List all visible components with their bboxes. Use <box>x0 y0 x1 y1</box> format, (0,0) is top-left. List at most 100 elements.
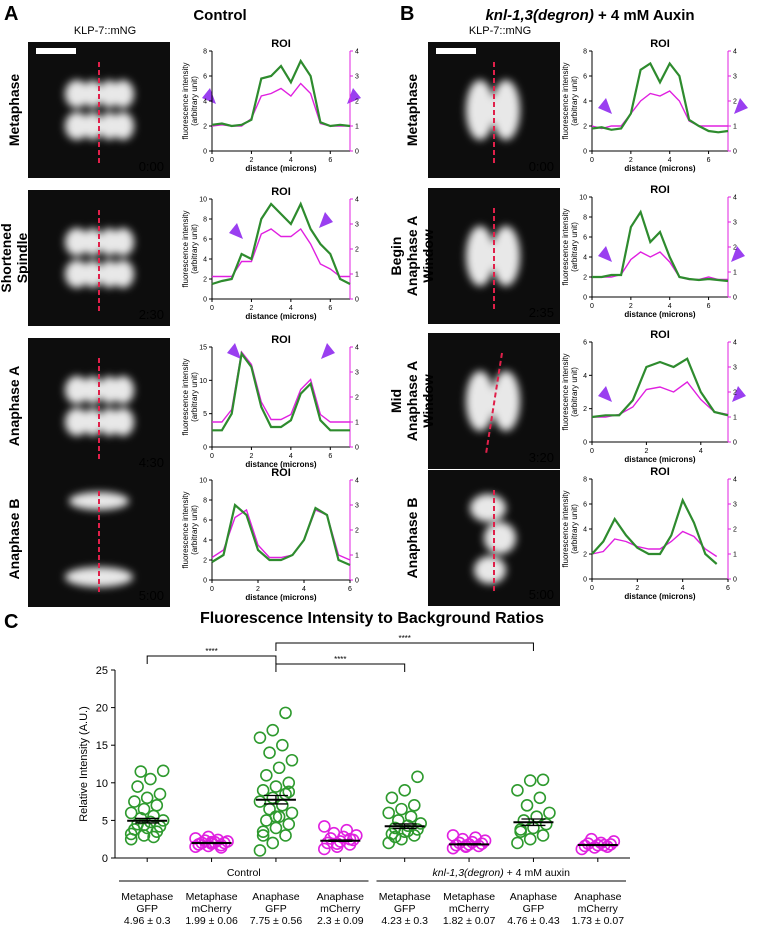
y-axis-label: fluorescence intensity(arbitrary unit) <box>181 211 199 288</box>
y-axis-label: fluorescence intensity(arbitrary unit) <box>561 491 579 568</box>
group-label: Control <box>227 867 261 879</box>
signal <box>65 492 133 587</box>
y-axis-label-line: (arbitrary unit) <box>190 224 199 274</box>
significance-bracket <box>275 642 534 651</box>
row-label-line: Begin <box>388 237 404 276</box>
row-label-line: Anaphase A <box>6 366 22 446</box>
category-label: GFP <box>136 903 158 915</box>
data-point <box>153 787 167 801</box>
signal <box>466 80 520 140</box>
row-label-line: Window <box>420 374 436 428</box>
data-point <box>272 761 286 775</box>
data-point <box>266 723 280 737</box>
y-tick-label: 6 <box>203 237 207 244</box>
blob <box>112 260 134 288</box>
x-tick-label: 6 <box>328 157 332 164</box>
data-point <box>395 802 408 816</box>
x-axis-label: distance (microns) <box>624 310 695 319</box>
plot-title: ROI <box>271 467 291 479</box>
x-tick-label: 0 <box>210 453 214 460</box>
x-axis-label: distance (microns) <box>624 164 695 173</box>
y2-tick-label: 3 <box>733 502 737 509</box>
row-label-line: Anaphase A <box>404 216 420 296</box>
row-label-line: Anaphase B <box>6 499 22 580</box>
data-point <box>536 773 550 787</box>
y-tick-label: 0 <box>203 297 207 304</box>
x-axis-label: distance (microns) <box>624 455 695 464</box>
error-bar <box>263 794 288 805</box>
y-axis-label-line: fluorescence intensity <box>181 211 190 288</box>
signal <box>65 228 134 288</box>
data-point <box>539 817 553 831</box>
y-axis-label-line: fluorescence intensity <box>181 359 190 436</box>
y2-tick-label: 3 <box>733 365 737 372</box>
y-tick-label: 0 <box>583 440 587 447</box>
data-point <box>269 810 283 823</box>
value-label: 1.82 ± 0.07 <box>443 915 496 927</box>
y-tick-label: 10 <box>199 478 207 485</box>
y2-tick-label: 2 <box>733 245 737 252</box>
y2-tick-label: 4 <box>355 197 359 204</box>
x-axis-label: distance (microns) <box>245 164 316 173</box>
profile-line <box>591 357 729 419</box>
y2-tick-label: 0 <box>355 578 359 585</box>
row-label: Anaphase B <box>6 499 22 580</box>
plot-title: ROI <box>650 184 670 196</box>
blob <box>65 408 89 436</box>
category-label: mCherry <box>191 903 232 915</box>
x-tick-label: 4 <box>668 303 672 310</box>
y2-tick-label: 0 <box>355 149 359 156</box>
arrowhead <box>734 98 748 114</box>
data-point <box>256 784 270 797</box>
y2-tick-label: 3 <box>733 220 737 227</box>
data-point <box>285 806 299 820</box>
panel-label: A <box>4 3 18 25</box>
y2-tick-label: 4 <box>733 195 737 202</box>
x-tick-label: 6 <box>328 305 332 312</box>
significance-bracket <box>146 655 277 664</box>
row-label: Metaphase <box>404 74 420 147</box>
title-rest: + 4 mM Auxin <box>594 7 695 24</box>
y2-tick-label: 0 <box>733 149 737 156</box>
panel-label: C <box>4 611 18 633</box>
data-point <box>536 829 550 842</box>
blob <box>466 371 494 431</box>
data-point <box>256 825 270 838</box>
x-tick-label: 4 <box>668 157 672 164</box>
y2-tick-label: 1 <box>355 553 359 560</box>
error-bar <box>457 843 482 846</box>
y2-tick-label: 2 <box>733 99 737 106</box>
y-axis-label-line: (arbitrary unit) <box>190 372 199 422</box>
roi-line <box>485 352 503 455</box>
x-tick-label: 4 <box>289 453 293 460</box>
timestamp: 5:00 <box>139 588 164 603</box>
x-tick-label: 2 <box>635 585 639 592</box>
image-label: KLP-7::mNG <box>469 25 531 37</box>
timestamp: 2:35 <box>529 305 554 320</box>
y-tick-label: 6 <box>203 518 207 525</box>
panel-label: B <box>400 3 414 25</box>
data-point <box>128 795 141 808</box>
data-point <box>318 820 331 833</box>
blob <box>65 567 133 587</box>
profile-line <box>591 90 728 130</box>
data-point <box>260 768 273 782</box>
blob <box>65 376 89 404</box>
row-label: Metaphase <box>6 74 22 147</box>
error-bar <box>392 823 417 830</box>
y-axis-label-line: fluorescence intensity <box>181 63 190 140</box>
data-point <box>263 802 276 816</box>
x-tick-label: 2 <box>629 303 633 310</box>
value-label: 7.75 ± 0.56 <box>250 915 303 927</box>
arrowhead <box>731 246 745 262</box>
blob <box>65 112 89 140</box>
timestamp: 5:00 <box>529 587 554 602</box>
y-tick-label: 25 <box>96 665 108 677</box>
x-tick-label: 2 <box>249 453 253 460</box>
y-tick-label: 0 <box>203 578 207 585</box>
x-tick-label: 6 <box>726 585 730 592</box>
y-tick-label: 15 <box>96 740 108 752</box>
data-point <box>385 827 399 841</box>
y2-tick-label: 2 <box>733 390 737 397</box>
x-tick-label: 4 <box>289 157 293 164</box>
